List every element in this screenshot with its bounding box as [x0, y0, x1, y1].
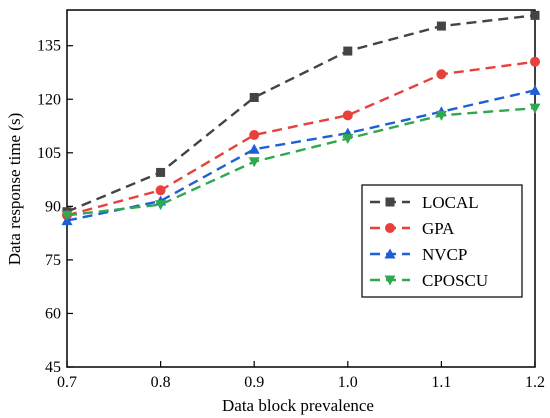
legend-item-cposcu: CPOSCU [370, 271, 488, 290]
data-point-cposcu [342, 134, 354, 145]
x-tick-label: 1.0 [338, 374, 358, 391]
legend-label-nvcp: NVCP [422, 245, 467, 264]
legend-item-local: LOCAL [370, 193, 479, 212]
data-point-gpa [342, 110, 353, 121]
data-point-local [156, 167, 166, 177]
data-point-gpa [249, 129, 260, 140]
y-tick-label: 90 [45, 198, 61, 215]
y-axis-title: Data response time (s) [5, 113, 24, 265]
data-point-local [436, 21, 446, 31]
data-point-gpa [530, 56, 540, 67]
legend: LOCAL GPA NVCP CPOSCU [361, 184, 523, 298]
x-tick-label: 0.9 [244, 374, 264, 391]
data-point-gpa [155, 185, 166, 196]
plot-frame [66, 9, 536, 368]
data-point-local [343, 46, 353, 56]
data-point-cposcu [435, 110, 447, 121]
series-line-nvcp [66, 89, 536, 222]
data-point-gpa [436, 69, 447, 80]
x-tick-label: 0.8 [151, 374, 171, 391]
data-point-nvcp [529, 84, 541, 95]
series-line-cposcu [66, 106, 536, 217]
y-tick-label: 120 [37, 91, 61, 108]
legend-label-local: LOCAL [422, 193, 479, 212]
data-point-cposcu [61, 210, 73, 221]
y-tick-label: 60 [45, 305, 61, 322]
data-point-cposcu [155, 200, 167, 211]
legend-marker-local [385, 197, 395, 207]
legend-marker-nvcp [384, 248, 396, 259]
series-line-gpa [66, 60, 536, 217]
legend-marker-cposcu [384, 275, 396, 286]
x-tick-label: 1.2 [525, 374, 545, 391]
legend-label-cposcu: CPOSCU [422, 271, 488, 290]
data-point-cposcu [248, 157, 260, 168]
y-tick-label: 105 [37, 145, 61, 162]
data-point-local [530, 10, 540, 20]
x-tick-label: 0.7 [57, 374, 77, 391]
data-point-local [249, 92, 259, 102]
data-point-cposcu [529, 103, 541, 114]
y-tick-label: 45 [45, 359, 61, 376]
legend-marker-gpa [385, 223, 395, 233]
legend-label-gpa: GPA [422, 219, 455, 238]
x-tick-label: 1.1 [431, 374, 451, 391]
data-point-nvcp [248, 143, 260, 154]
x-axis-title: Data block prevalence [222, 396, 374, 415]
legend-item-gpa: GPA [370, 219, 455, 238]
y-tick-label: 75 [45, 252, 61, 269]
series-line-local [66, 14, 536, 213]
legend-item-nvcp: NVCP [370, 245, 467, 264]
y-tick-label: 135 [37, 38, 61, 55]
series-cposcu [61, 103, 541, 221]
